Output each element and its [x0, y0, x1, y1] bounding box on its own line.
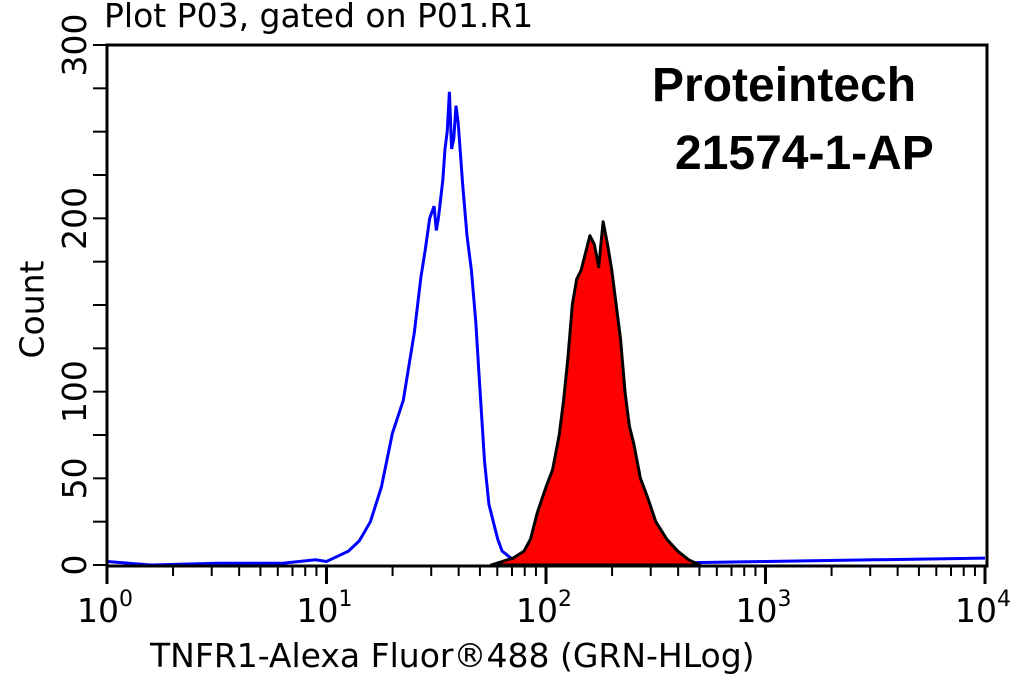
x-tick-label: 100 — [77, 587, 133, 630]
y-tick-label: 50 — [55, 457, 94, 499]
x-tick-label: 103 — [736, 587, 792, 630]
y-tick-label: 200 — [55, 187, 94, 250]
catalog-number: 21574-1-AP — [675, 127, 934, 180]
x-tick-label: 102 — [516, 587, 572, 630]
x-axis-label: TNFR1-Alexa Fluor®488 (GRN-HLog) — [150, 636, 755, 675]
plot-title: Plot P03, gated on P01.R1 — [104, 0, 534, 35]
x-tick-label: 101 — [297, 587, 353, 630]
brand-name: Proteintech — [652, 59, 917, 112]
axis-layer: 100 101 102 103 104 0 50 100 200 300 — [55, 14, 1011, 631]
y-tick-label: 0 — [55, 555, 94, 576]
y-tick-label: 100 — [55, 360, 94, 423]
x-tick-label: 104 — [955, 587, 1011, 630]
control-histogram — [106, 91, 986, 567]
series-layer — [106, 91, 986, 567]
y-tick-label: 300 — [55, 14, 94, 77]
sample-histogram — [489, 220, 702, 567]
